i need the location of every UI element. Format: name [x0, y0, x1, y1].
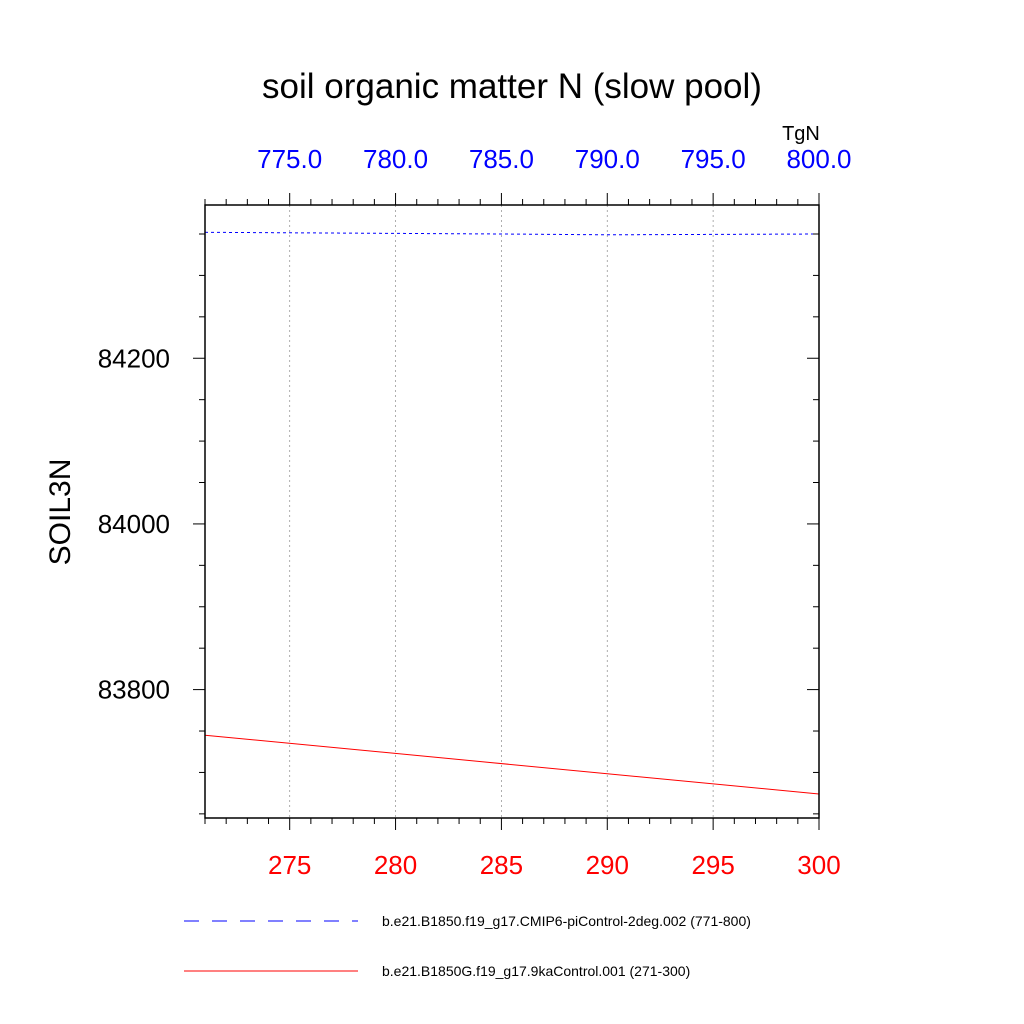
x-top-tick-label: 795.0: [681, 144, 746, 174]
x-top-tick-label: 785.0: [469, 144, 534, 174]
y-tick-label: 84000: [98, 509, 170, 539]
axis-ticks: [193, 193, 820, 830]
x-tick-label: 300: [797, 850, 840, 880]
x-tick-label: 295: [691, 850, 734, 880]
x-top-tick-label: 790.0: [575, 144, 640, 174]
y-tick-label: 83800: [98, 675, 170, 705]
chart-title: soil organic matter N (slow pool): [262, 67, 762, 106]
plot-frame: [204, 204, 820, 819]
series-layer: [204, 231, 820, 795]
x-tick-label: 275: [268, 850, 311, 880]
series-line-1: [204, 231, 820, 236]
legend-label-2: b.e21.B1850G.f19_g17.9kaControl.001 (271…: [382, 963, 690, 979]
y-axis-label: SOIL3N: [44, 459, 77, 566]
x-tick-label: 285: [480, 850, 523, 880]
tick-labels: 275 280 285 290 295 300 775.0 780.0 785.0 790.0 79…: [98, 144, 852, 880]
x-top-tick-label: 800.0: [786, 144, 851, 174]
y-tick-label: 84200: [98, 343, 170, 373]
x-top-tick-label: 780.0: [363, 144, 428, 174]
grid-lines: [289, 205, 714, 818]
legend-label-1: b.e21.B1850.f19_g17.CMIP6-piControl-2deg…: [382, 913, 751, 929]
x-tick-label: 290: [586, 850, 629, 880]
units-label: TgN: [782, 123, 820, 145]
x-top-tick-label: 775.0: [257, 144, 322, 174]
legend: b.e21.B1850.f19_g17.CMIP6-piControl-2deg…: [184, 913, 751, 979]
x-tick-label: 280: [374, 850, 417, 880]
series-line-2: [204, 734, 820, 795]
